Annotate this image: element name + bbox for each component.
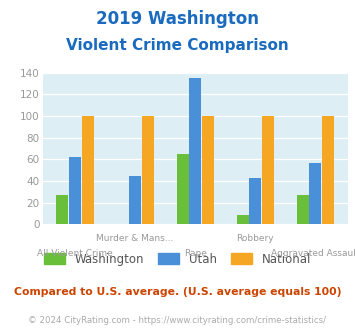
Text: Violent Crime Comparison: Violent Crime Comparison	[66, 38, 289, 53]
Text: Murder & Mans...: Murder & Mans...	[97, 234, 174, 243]
Bar	[322, 116, 334, 224]
Bar	[297, 195, 309, 224]
Bar	[189, 78, 201, 224]
Text: © 2024 CityRating.com - https://www.cityrating.com/crime-statistics/: © 2024 CityRating.com - https://www.city…	[28, 315, 327, 325]
Bar	[237, 214, 249, 224]
Text: Robbery: Robbery	[236, 234, 274, 243]
Bar	[177, 154, 189, 224]
Bar	[69, 157, 81, 224]
Bar	[142, 116, 154, 224]
Text: Aggravated Assault: Aggravated Assault	[271, 249, 355, 258]
Text: 2019 Washington: 2019 Washington	[96, 10, 259, 28]
Text: Compared to U.S. average. (U.S. average equals 100): Compared to U.S. average. (U.S. average …	[14, 287, 341, 297]
Bar	[202, 116, 214, 224]
Text: Rape: Rape	[184, 249, 207, 258]
Bar	[82, 116, 94, 224]
Bar	[249, 178, 261, 224]
Bar	[262, 116, 274, 224]
Bar	[310, 163, 321, 224]
Legend: Washington, Utah, National: Washington, Utah, National	[44, 252, 311, 266]
Text: All Violent Crime: All Violent Crime	[37, 249, 113, 258]
Bar	[129, 176, 141, 224]
Bar	[56, 195, 69, 224]
